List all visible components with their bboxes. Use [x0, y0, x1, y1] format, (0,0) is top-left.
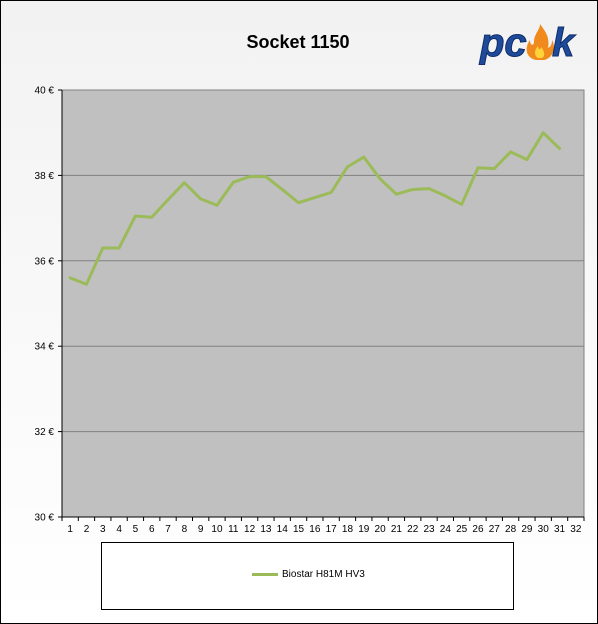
x-tick-label: 5: [133, 524, 139, 535]
svg-text:pc: pc: [479, 21, 527, 65]
data-point: [248, 175, 251, 178]
pcsk-logo: pc k: [479, 21, 577, 66]
x-tick-label: 3: [100, 524, 106, 535]
x-tick-label: 13: [260, 524, 272, 535]
data-point: [378, 177, 382, 181]
legend-swatch: [252, 573, 278, 576]
data-point: [346, 165, 349, 169]
chart-title: Socket 1150: [246, 32, 350, 52]
data-point: [411, 188, 414, 191]
plot-area: [61, 89, 585, 518]
x-tick-label: 8: [182, 524, 188, 535]
svg-text:k: k: [552, 21, 576, 65]
data-point: [68, 276, 72, 280]
x-tick-label: 7: [165, 524, 171, 535]
data-point: [281, 188, 284, 191]
x-tick-label: 30: [538, 524, 550, 535]
legend: Biostar H81M HV3: [101, 542, 514, 610]
x-tick-label: 21: [391, 524, 403, 535]
x-tick-label: 17: [326, 524, 338, 535]
x-tick-label: 2: [84, 524, 90, 535]
y-tick-label: 30 €: [35, 513, 55, 524]
x-tick-label: 12: [244, 524, 256, 535]
legend-entry: Biostar H81M HV3: [252, 569, 365, 580]
data-point: [476, 166, 480, 169]
y-tick-label: 40 €: [35, 86, 55, 97]
data-point: [134, 214, 137, 218]
data-point: [460, 203, 463, 206]
data-point: [264, 175, 268, 178]
data-point: [444, 194, 447, 198]
x-tick-label: 16: [309, 524, 321, 535]
x-tick-label: 15: [293, 524, 305, 535]
data-point: [199, 197, 202, 201]
data-point: [183, 181, 186, 184]
x-tick-label: 25: [456, 524, 468, 535]
data-point: [329, 191, 333, 194]
x-tick-label: 26: [472, 524, 484, 535]
x-tick-label: 6: [149, 524, 155, 535]
y-tick-label: 34 €: [35, 342, 55, 353]
data-point: [232, 181, 235, 184]
x-tick-label: 18: [342, 524, 354, 535]
y-tick-label: 38 €: [35, 171, 55, 182]
x-tick-label: 4: [116, 524, 122, 535]
x-tick-label: 31: [554, 524, 566, 535]
flame-icon: [526, 24, 554, 60]
data-point: [362, 155, 365, 159]
data-point: [215, 204, 219, 207]
x-tick-label: 27: [489, 524, 501, 535]
x-tick-label: 32: [570, 524, 582, 535]
data-point: [166, 198, 170, 201]
data-point: [313, 196, 317, 199]
x-tick-label: 1: [67, 524, 73, 535]
y-tick-label: 32 €: [35, 427, 55, 438]
data-point: [297, 201, 300, 204]
data-point: [525, 158, 529, 161]
x-tick-label: 22: [407, 524, 419, 535]
data-point: [85, 283, 88, 286]
x-tick-label: 29: [521, 524, 533, 535]
x-tick-label: 14: [277, 524, 289, 535]
x-tick-label: 20: [375, 524, 387, 535]
data-point: [150, 216, 153, 219]
data-point: [509, 150, 512, 154]
data-point: [427, 187, 431, 190]
data-point: [558, 147, 561, 150]
data-point: [493, 167, 496, 170]
x-tick-label: 28: [505, 524, 517, 535]
x-tick-label: 19: [358, 524, 370, 535]
x-tick-label: 24: [440, 524, 452, 535]
x-tick-label: 9: [198, 524, 204, 535]
x-tick-label: 10: [211, 524, 223, 535]
data-point: [101, 246, 104, 250]
data-point: [395, 192, 398, 196]
x-tick-label: 11: [228, 524, 239, 535]
legend-label: Biostar H81M HV3: [282, 569, 365, 580]
x-tick-label: 23: [423, 524, 435, 535]
data-point: [117, 246, 121, 250]
data-point: [542, 131, 545, 134]
y-tick-label: 36 €: [35, 256, 55, 267]
